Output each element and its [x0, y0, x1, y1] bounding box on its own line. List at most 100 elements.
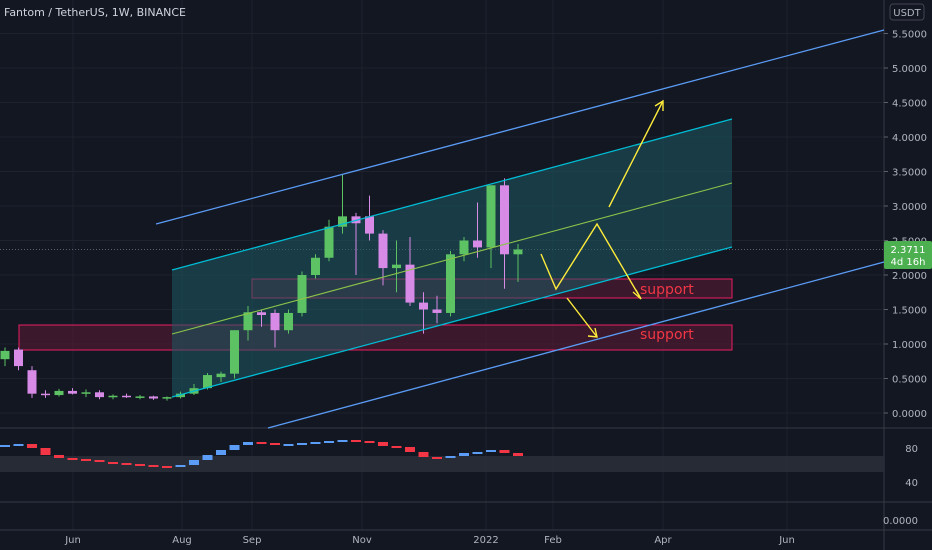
candle[interactable] [324, 219, 334, 262]
candle[interactable] [0, 347, 10, 367]
candle[interactable] [14, 347, 23, 371]
indicator-bar[interactable] [364, 441, 375, 443]
indicator-bar[interactable] [27, 444, 37, 448]
candle[interactable] [446, 250, 455, 317]
candle-body[interactable] [324, 226, 334, 258]
candle-body[interactable] [513, 249, 523, 255]
candle[interactable] [392, 240, 401, 293]
candle[interactable] [135, 395, 145, 400]
candle[interactable] [459, 237, 469, 262]
indicator-bar[interactable] [148, 465, 159, 467]
indicator-bar[interactable] [445, 456, 456, 458]
candle[interactable] [122, 393, 131, 398]
indicator-bar[interactable] [472, 452, 483, 454]
indicator-bar[interactable] [202, 455, 213, 460]
candle-body[interactable] [365, 216, 374, 234]
candle-body[interactable] [486, 185, 496, 248]
candle-body[interactable] [27, 370, 37, 394]
candle-body[interactable] [405, 264, 415, 303]
candle-body[interactable] [41, 393, 50, 396]
candle[interactable] [473, 202, 482, 258]
indicator-bar[interactable] [40, 448, 51, 455]
indicator-bar[interactable] [162, 466, 172, 468]
candle-body[interactable] [446, 254, 455, 313]
candle[interactable] [68, 388, 77, 395]
indicator-bar[interactable] [513, 453, 523, 456]
candle-body[interactable] [149, 396, 158, 399]
indicator-bar[interactable] [310, 442, 321, 444]
candle-body[interactable] [203, 375, 212, 389]
candle-body[interactable] [311, 257, 320, 275]
candle[interactable] [162, 396, 172, 401]
indicator-bar[interactable] [405, 447, 415, 452]
candle-body[interactable] [338, 216, 347, 227]
candle-body[interactable] [500, 185, 509, 255]
indicator-bar[interactable] [324, 441, 334, 443]
indicator-bar[interactable] [108, 462, 118, 464]
candle-body[interactable] [162, 397, 172, 399]
candle[interactable] [81, 389, 91, 398]
candle-body[interactable] [378, 233, 388, 269]
candle[interactable] [41, 390, 50, 398]
candle[interactable] [108, 394, 118, 400]
candle[interactable] [149, 395, 158, 400]
candle-body[interactable] [95, 392, 104, 398]
candle-body[interactable] [432, 309, 442, 313]
candle[interactable] [216, 371, 226, 382]
candle-body[interactable] [297, 275, 307, 313]
candle[interactable] [513, 243, 523, 282]
indicator-bar[interactable] [189, 460, 199, 465]
candle-body[interactable] [108, 395, 118, 398]
candle-body[interactable] [419, 302, 428, 310]
indicator-bar[interactable] [13, 444, 24, 446]
indicator-pane[interactable] [0, 440, 884, 472]
indicator-bar[interactable] [81, 459, 91, 461]
candle-body[interactable] [68, 390, 77, 394]
candle[interactable] [500, 178, 509, 289]
currency-label[interactable]: USDT [889, 3, 925, 21]
indicator-bar[interactable] [283, 444, 294, 446]
candle[interactable] [297, 271, 307, 317]
candle[interactable] [27, 366, 37, 398]
indicator-bar[interactable] [418, 452, 429, 457]
candle-body[interactable] [243, 312, 253, 331]
indicator-bar[interactable] [175, 465, 186, 467]
candle-body[interactable] [122, 395, 131, 398]
indicator-bar[interactable] [0, 445, 10, 447]
indicator-bar[interactable] [54, 455, 64, 458]
candle-body[interactable] [473, 240, 482, 248]
indicator-bar[interactable] [67, 458, 78, 460]
indicator-bar[interactable] [432, 457, 442, 459]
candle-body[interactable] [14, 349, 23, 367]
indicator-bar[interactable] [216, 450, 226, 455]
indicator-bar[interactable] [486, 450, 496, 452]
candle[interactable] [230, 330, 239, 379]
indicator-bar[interactable] [391, 446, 402, 448]
indicator-bar[interactable] [378, 442, 388, 446]
candle[interactable] [419, 292, 428, 334]
candle[interactable] [486, 185, 496, 269]
candle[interactable] [405, 237, 415, 307]
candle[interactable] [203, 372, 212, 390]
candle[interactable] [432, 295, 442, 324]
indicator-bar[interactable] [297, 443, 307, 445]
candle-body[interactable] [135, 396, 145, 398]
candle-layer[interactable] [0, 174, 523, 401]
indicator-bar[interactable] [270, 443, 280, 445]
candle-body[interactable] [459, 240, 469, 255]
indicator-bar[interactable] [121, 463, 132, 465]
candle-body[interactable] [216, 373, 226, 378]
candle[interactable] [311, 254, 320, 279]
indicator-bar[interactable] [229, 445, 240, 450]
candle[interactable] [243, 306, 253, 341]
indicator-bar[interactable] [94, 460, 105, 462]
candle-body[interactable] [54, 390, 64, 396]
indicator-bar[interactable] [243, 442, 253, 445]
candle[interactable] [95, 390, 104, 400]
candle[interactable] [284, 309, 293, 334]
candle-body[interactable] [0, 350, 10, 360]
candle-body[interactable] [230, 330, 239, 374]
indicator-bar[interactable] [459, 453, 469, 456]
indicator-bar[interactable] [256, 442, 267, 444]
